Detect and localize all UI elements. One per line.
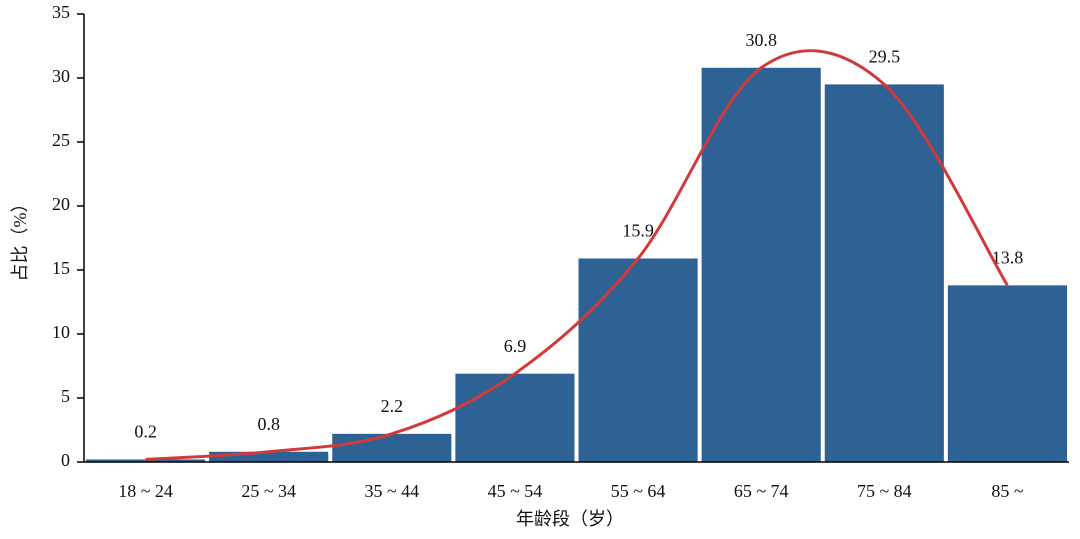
value-label: 13.8 (992, 247, 1024, 267)
y-tick-label: 25 (52, 130, 70, 150)
y-tick-label: 15 (52, 258, 70, 278)
bar (209, 451, 329, 462)
y-tick-label: 20 (52, 194, 70, 214)
bar (701, 67, 821, 462)
y-axis-label: 占比（%） (10, 195, 30, 282)
bar (824, 84, 944, 463)
x-tick-label: 18 ~ 24 (118, 481, 173, 501)
bar (947, 285, 1067, 462)
y-tick-label: 35 (52, 2, 70, 22)
x-tick-label: 35 ~ 44 (364, 481, 419, 501)
bar (578, 258, 698, 462)
bar (455, 373, 575, 462)
value-label: 6.9 (504, 336, 527, 356)
y-tick-label: 5 (61, 386, 70, 406)
x-tick-label: 85 ~ (991, 481, 1024, 501)
value-label: 30.8 (745, 30, 777, 50)
x-tick-label: 45 ~ 54 (488, 481, 543, 501)
value-label: 29.5 (869, 47, 901, 67)
bar (332, 433, 452, 462)
x-tick-label: 65 ~ 74 (734, 481, 789, 501)
x-tick-label: 25 ~ 34 (241, 481, 296, 501)
trend-curve (145, 49, 1009, 461)
y-tick-label: 30 (52, 66, 70, 86)
x-axis-label: 年龄段（岁） (516, 509, 624, 529)
value-label: 15.9 (622, 221, 654, 241)
value-label: 0.2 (134, 422, 157, 442)
value-label: 0.8 (257, 414, 280, 434)
y-tick-label: 10 (52, 322, 70, 342)
y-tick-label: 0 (61, 450, 70, 470)
value-label: 2.2 (381, 396, 404, 416)
x-tick-label: 55 ~ 64 (611, 481, 666, 501)
x-tick-label: 75 ~ 84 (857, 481, 912, 501)
bar (86, 459, 206, 462)
